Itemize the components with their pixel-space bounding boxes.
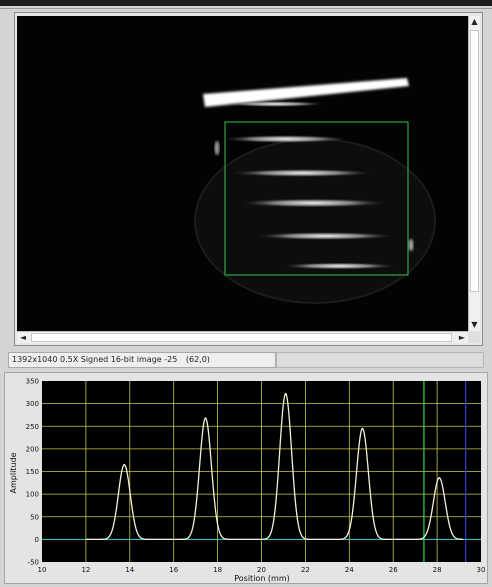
status-bar-filler [276,352,484,368]
profile-peak [123,463,126,466]
x-tick-label: 26 [389,566,398,574]
edge-speck-left [214,141,220,155]
image-info-text: 1392x1040 0.5X Signed 16-bit image -25 [12,355,178,364]
vertical-scrollbar[interactable]: ▲ ▼ [468,16,480,331]
x-tick-label: 30 [477,566,486,574]
x-tick-label: 24 [345,566,354,574]
profile-graph[interactable]: 10 12 14 16 18 20 22 24 26 28 30 -50 0 50 100 150 200 25… [5,373,487,584]
y-tick-label: 50 [30,513,39,521]
y-axis-label: Amplitude [9,452,18,493]
y-tick-label: 0 [35,536,39,544]
horizontal-scrollbar[interactable]: ◄ ► [17,331,468,343]
horizontal-scroll-thumb[interactable] [31,333,452,342]
band-6 [283,262,395,270]
x-tick-label: 18 [213,566,222,574]
scroll-up-button[interactable]: ▲ [471,17,478,26]
profile-peak [361,427,364,430]
image-canvas [194,78,436,304]
band-4 [241,198,385,208]
vertical-scroll-thumb[interactable] [470,30,479,292]
x-tick-label: 14 [125,566,134,574]
x-axis-label: Position (mm) [234,574,290,583]
window-top-divider [0,8,492,9]
profile-peak [284,392,287,395]
window-top-border [0,0,492,6]
x-tick-label: 20 [257,566,266,574]
scrollbar-corner [468,331,480,343]
scroll-left-button[interactable]: ◄ [19,333,27,342]
x-tick-label: 10 [38,566,47,574]
y-tick-label: 200 [26,445,39,453]
roi-rectangle[interactable] [224,121,409,276]
profile-peak [438,477,441,479]
y-tick-label: 150 [26,468,39,476]
y-axis-ticks: -50 0 50 100 150 200 250 300 350 [26,378,39,567]
band-2 [223,135,347,143]
sample-disk [194,138,436,304]
y-tick-label: 300 [26,400,39,408]
y-tick-label: 250 [26,423,39,431]
y-tick-label: 350 [26,378,39,386]
profile-line [85,392,464,541]
image-info-bar: 1392x1040 0.5X Signed 16-bit image -25 (… [8,352,276,368]
bright-bar [203,78,409,107]
x-axis-ticks: 10 12 14 16 18 20 22 24 26 28 30 [38,566,486,574]
scroll-right-button[interactable]: ► [458,333,466,342]
image-display[interactable] [17,16,468,331]
cursor-coordinates: (62,0) [185,355,210,364]
graph-cursors [423,381,467,562]
x-tick-label: 12 [81,566,90,574]
x-tick-label: 28 [433,566,442,574]
grid-lines [42,381,481,562]
profile-graph-panel: 10 12 14 16 18 20 22 24 26 28 30 -50 0 50 100 150 200 25… [4,372,488,584]
band-1 [225,101,325,107]
x-tick-label: 22 [301,566,310,574]
band-3 [232,169,372,177]
scroll-down-button[interactable]: ▼ [471,320,478,329]
y-tick-label: -50 [28,559,39,567]
y-tick-label: 100 [26,491,39,499]
band-5 [257,232,393,240]
profile-peak [204,417,207,419]
x-tick-label: 16 [169,566,178,574]
edge-speck-right [408,239,414,251]
